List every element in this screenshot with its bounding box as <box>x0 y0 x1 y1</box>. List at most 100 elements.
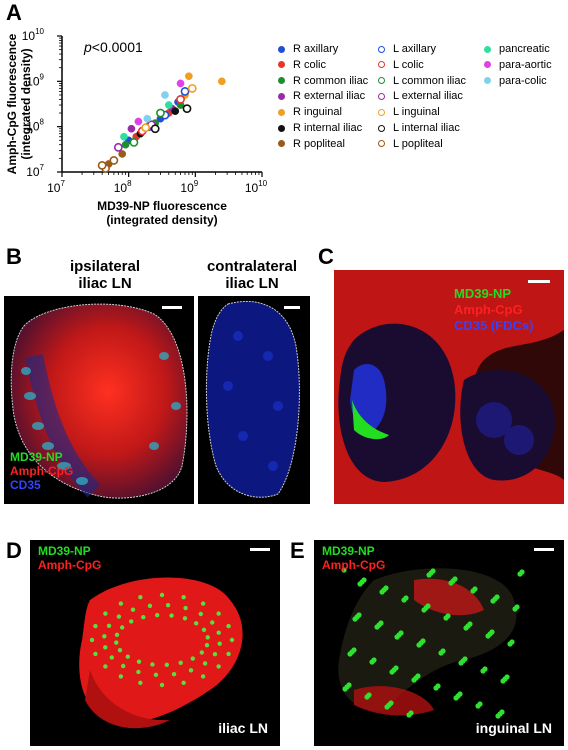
follicle-dot <box>164 662 170 668</box>
follicle-dot <box>154 612 160 618</box>
legend-label: para-colic <box>499 74 547 87</box>
legend-label: R internal iliac <box>293 122 363 135</box>
contralateral-heading: contralateral iliac LN <box>196 258 308 292</box>
panel-c-micrograph: MD39-NP Amph-CpG CD35 (FDCs) <box>334 270 564 504</box>
follicle-dot <box>364 694 370 700</box>
legend-item: R colic <box>278 58 326 72</box>
follicle-dot <box>136 659 142 664</box>
legend-item: para-aortic <box>484 58 552 72</box>
legend-item: L axillary <box>378 42 436 56</box>
follicle-dot <box>475 703 481 709</box>
contralateral-heading-line1: contralateral <box>206 258 298 275</box>
legend-label: pancreatic <box>499 43 550 56</box>
legend-item: L popliteal <box>378 137 443 151</box>
stain-legend-d: MD39-NP Amph-CpG <box>38 544 101 572</box>
data-point <box>185 72 193 81</box>
follicle-dot <box>150 662 155 667</box>
legend-item: R internal iliac <box>278 121 362 135</box>
follicle-dot <box>342 686 348 692</box>
scale-bar <box>250 548 270 551</box>
follicle-dot <box>210 620 215 625</box>
legend-marker-icon <box>278 108 285 116</box>
follicle-dot <box>389 669 395 675</box>
legend-marker-icon <box>378 45 385 53</box>
follicle-dot <box>226 651 231 657</box>
legend-marker-icon <box>278 92 285 100</box>
data-point <box>141 123 151 133</box>
panel-c-tissue-image <box>334 270 564 504</box>
contralateral-micrograph <box>198 296 310 504</box>
data-point <box>180 86 190 96</box>
stain-amph-cpg: Amph-CpG <box>322 558 386 572</box>
legend-label: L popliteal <box>393 137 443 150</box>
data-point <box>182 104 192 114</box>
panel-e-caption: inguinal LN <box>475 720 552 736</box>
follicle-dot <box>89 637 95 643</box>
data-point <box>171 107 180 115</box>
panel-d-caption: iliac LN <box>218 720 268 736</box>
data-point <box>176 94 185 104</box>
follicle-dot <box>421 607 427 613</box>
follicle-dot <box>204 642 210 648</box>
contralateral-heading-line2: iliac LN <box>225 275 279 292</box>
legend-marker-icon <box>278 77 285 85</box>
stain-cd35-fdcs: CD35 (FDCs) <box>454 318 534 333</box>
panel-e-tissue-image <box>338 567 525 719</box>
follicle-dot <box>226 623 231 629</box>
ipsilateral-heading-line1: ipsilateral <box>69 258 141 275</box>
follicle-dot <box>426 572 432 578</box>
follicle-dot <box>169 613 174 618</box>
follicle-dot <box>463 625 469 631</box>
follicle-dot <box>136 669 141 675</box>
stain-legend-b: MD39-NP Amph-CpG CD35 <box>10 450 73 492</box>
legend-label: R axillary <box>293 43 339 56</box>
data-point <box>187 83 197 93</box>
follicle-dot <box>394 634 400 640</box>
data-point <box>118 150 127 158</box>
legend-marker-icon <box>378 108 385 116</box>
follicle-dot <box>229 637 235 643</box>
legend-item: L inguinal <box>378 105 440 119</box>
follicle-dot <box>116 614 122 619</box>
follicle-dot <box>212 652 218 657</box>
legend-marker-icon <box>378 61 385 69</box>
follicle-dot <box>357 581 363 587</box>
follicle-dot <box>102 634 107 639</box>
legend-item: L internal iliac <box>378 121 460 135</box>
legend-label: L common iliac <box>393 74 466 87</box>
legend-marker-icon <box>378 140 385 148</box>
stain-legend-e: MD39-NP Amph-CpG <box>322 544 385 572</box>
legend-marker-icon <box>278 140 285 148</box>
follicle-dot <box>138 680 143 685</box>
ipsilateral-tissue-image <box>10 303 188 499</box>
stain-md39-np: MD39-NP <box>38 544 91 558</box>
legend-label: L internal iliac <box>393 122 460 135</box>
follicle-dot <box>109 655 114 660</box>
scale-bar <box>284 306 300 309</box>
legend-label: R common iliac <box>293 74 369 87</box>
panel-d-micrograph: MD39-NP Amph-CpG iliac LN <box>30 540 280 746</box>
follicle-dot <box>200 601 206 606</box>
follicle-dot <box>216 611 221 616</box>
data-point <box>150 124 160 134</box>
follicle-dot <box>103 611 108 616</box>
x-axis-label: MD39-NP fluorescence <box>97 199 227 213</box>
legend-label: R popliteal <box>293 137 345 150</box>
chart-legend: R axillary R colic R common iliac R externa… <box>0 0 568 240</box>
data-point <box>109 156 119 165</box>
follicle-dot <box>201 627 207 633</box>
follicle-dot <box>453 695 459 701</box>
legend-item: para-colic <box>484 74 547 88</box>
data-point <box>127 124 136 133</box>
follicle-dot <box>114 632 120 638</box>
legend-label: L axillary <box>393 43 436 56</box>
follicle-dot <box>199 650 205 655</box>
legend-label: R external iliac <box>293 90 366 103</box>
ipsilateral-heading: ipsilateral iliac LN <box>20 258 190 292</box>
follicle-dot <box>165 602 171 608</box>
follicle-dot <box>374 624 380 630</box>
follicle-dot <box>384 704 390 710</box>
data-point <box>156 108 165 118</box>
follicle-dot <box>120 663 126 669</box>
